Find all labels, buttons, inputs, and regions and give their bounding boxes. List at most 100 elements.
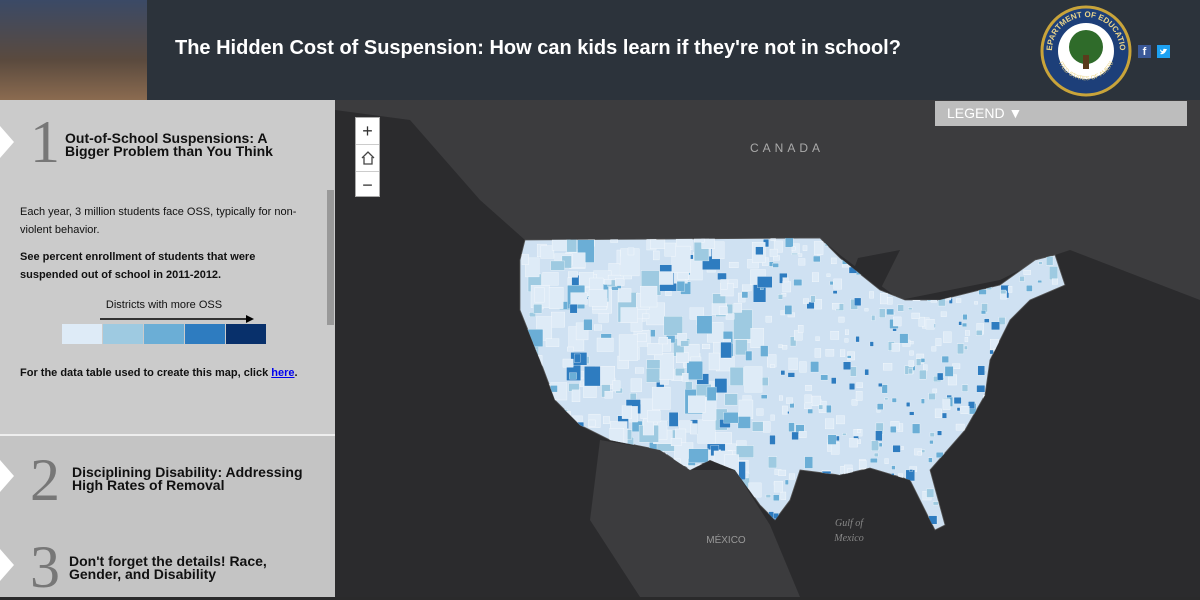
- canada-land: [335, 100, 1200, 300]
- district-patch: [791, 246, 796, 251]
- header-photo: [0, 0, 147, 100]
- district-patch: [788, 357, 798, 370]
- district-patch: [884, 458, 889, 464]
- district-patch: [760, 345, 769, 357]
- district-patch: [925, 319, 935, 330]
- district-patch: [847, 355, 852, 359]
- district-patch: [782, 405, 788, 415]
- seal: DEPARTMENT OF EDUCATION UNITED STATES OF…: [1040, 5, 1132, 97]
- district-patch: [855, 391, 863, 401]
- section-title: Disciplining Disability: Addressing High…: [72, 464, 303, 493]
- district-patch: [941, 355, 949, 363]
- section[interactable]: 1 Out-of-School Suspensions: A Bigger Pr…: [0, 100, 335, 435]
- district-patch: [627, 247, 635, 256]
- district-patch: [778, 344, 783, 349]
- district-patch: [533, 304, 543, 314]
- district-patch: [912, 423, 921, 434]
- district-patch: [937, 430, 942, 436]
- district-patch: [897, 304, 904, 312]
- district-patch: [998, 317, 1006, 325]
- district-patch: [1038, 261, 1043, 265]
- district-patch: [728, 261, 739, 268]
- district-patch: [849, 383, 856, 390]
- district-patch: [958, 321, 962, 326]
- district-patch: [890, 426, 897, 433]
- legend-ramp: [62, 315, 266, 344]
- map: CANADA MÉXICO Gulf of Mexico: [335, 100, 1200, 597]
- district-patch: [618, 288, 632, 303]
- district-patch: [521, 254, 529, 265]
- district-patch: [529, 312, 536, 318]
- district-patch: [919, 369, 927, 380]
- district-patch: [810, 295, 816, 303]
- district-patch: [909, 350, 914, 356]
- district-patch: [798, 431, 807, 438]
- district-patch: [799, 361, 807, 373]
- district-patch: [534, 287, 545, 303]
- district-patch: [791, 431, 799, 440]
- section-number: 3: [30, 534, 60, 600]
- district-patch: [831, 377, 837, 385]
- district-patch: [1046, 256, 1054, 266]
- district-patch: [942, 399, 951, 410]
- district-patch: [782, 281, 791, 293]
- facebook-button[interactable]: f: [1138, 45, 1151, 58]
- data-link[interactable]: here: [271, 367, 295, 379]
- district-patch: [965, 330, 970, 336]
- district-patch: [630, 378, 642, 392]
- district-patch: [659, 379, 669, 385]
- district-patch: [760, 394, 768, 399]
- district-patch: [918, 316, 925, 327]
- district-patch: [984, 318, 990, 323]
- district-patch: [814, 299, 822, 310]
- district-patch: [876, 403, 884, 410]
- home-button[interactable]: [356, 145, 379, 172]
- district-patch: [871, 315, 876, 321]
- text: For the data table used to create this m…: [20, 367, 272, 379]
- district-patch: [962, 314, 968, 320]
- district-patch: [768, 456, 778, 469]
- section[interactable]: 2 Disciplining Disability: Addressing Hi…: [0, 435, 335, 526]
- section[interactable]: 3 Don't forget the details! Race, Gender…: [0, 525, 335, 597]
- twitter-button[interactable]: [1157, 45, 1170, 58]
- district-patch: [926, 488, 935, 498]
- district-patch: [935, 338, 942, 347]
- district-patch: [891, 397, 897, 403]
- zoom-out[interactable]: −: [362, 175, 373, 195]
- district-patch: [755, 246, 764, 255]
- map-label: Mexico: [833, 533, 863, 544]
- district-patch: [908, 368, 913, 375]
- district-patch: [762, 421, 771, 433]
- district-patch: [840, 349, 846, 357]
- district-patch: [671, 245, 691, 273]
- district-patch: [941, 412, 947, 419]
- district-patch: [663, 316, 683, 336]
- district-patch: [850, 366, 857, 377]
- district-patch: [664, 242, 676, 257]
- district-patch: [869, 291, 874, 299]
- district-patch: [750, 328, 764, 348]
- section-title: Out-of-School Suspensions: A Bigger Prob…: [65, 130, 273, 159]
- district-patch: [886, 308, 894, 316]
- scrollbar[interactable]: [327, 190, 334, 325]
- legend-button[interactable]: LEGEND ▼: [935, 101, 1187, 126]
- district-patch: [836, 415, 845, 425]
- district-patch: [742, 284, 752, 292]
- district-patch: [780, 310, 786, 316]
- sidebar: 1 Out-of-School Suspensions: A Bigger Pr…: [0, 100, 335, 597]
- district-patch: [810, 361, 820, 373]
- district-patch: [869, 341, 874, 347]
- district-patch: [550, 260, 565, 271]
- district-patch: [642, 313, 650, 319]
- district-patch: [615, 278, 625, 286]
- district-patch: [760, 287, 764, 290]
- district-patch: [964, 337, 969, 343]
- district-patch: [729, 367, 744, 386]
- district-patch: [845, 329, 849, 335]
- district-patch: [778, 469, 787, 476]
- district-patch: [789, 336, 797, 347]
- district-patch: [932, 388, 938, 393]
- district-patch: [830, 331, 840, 340]
- district-patch: [825, 349, 835, 357]
- zoom-in[interactable]: +: [356, 118, 379, 145]
